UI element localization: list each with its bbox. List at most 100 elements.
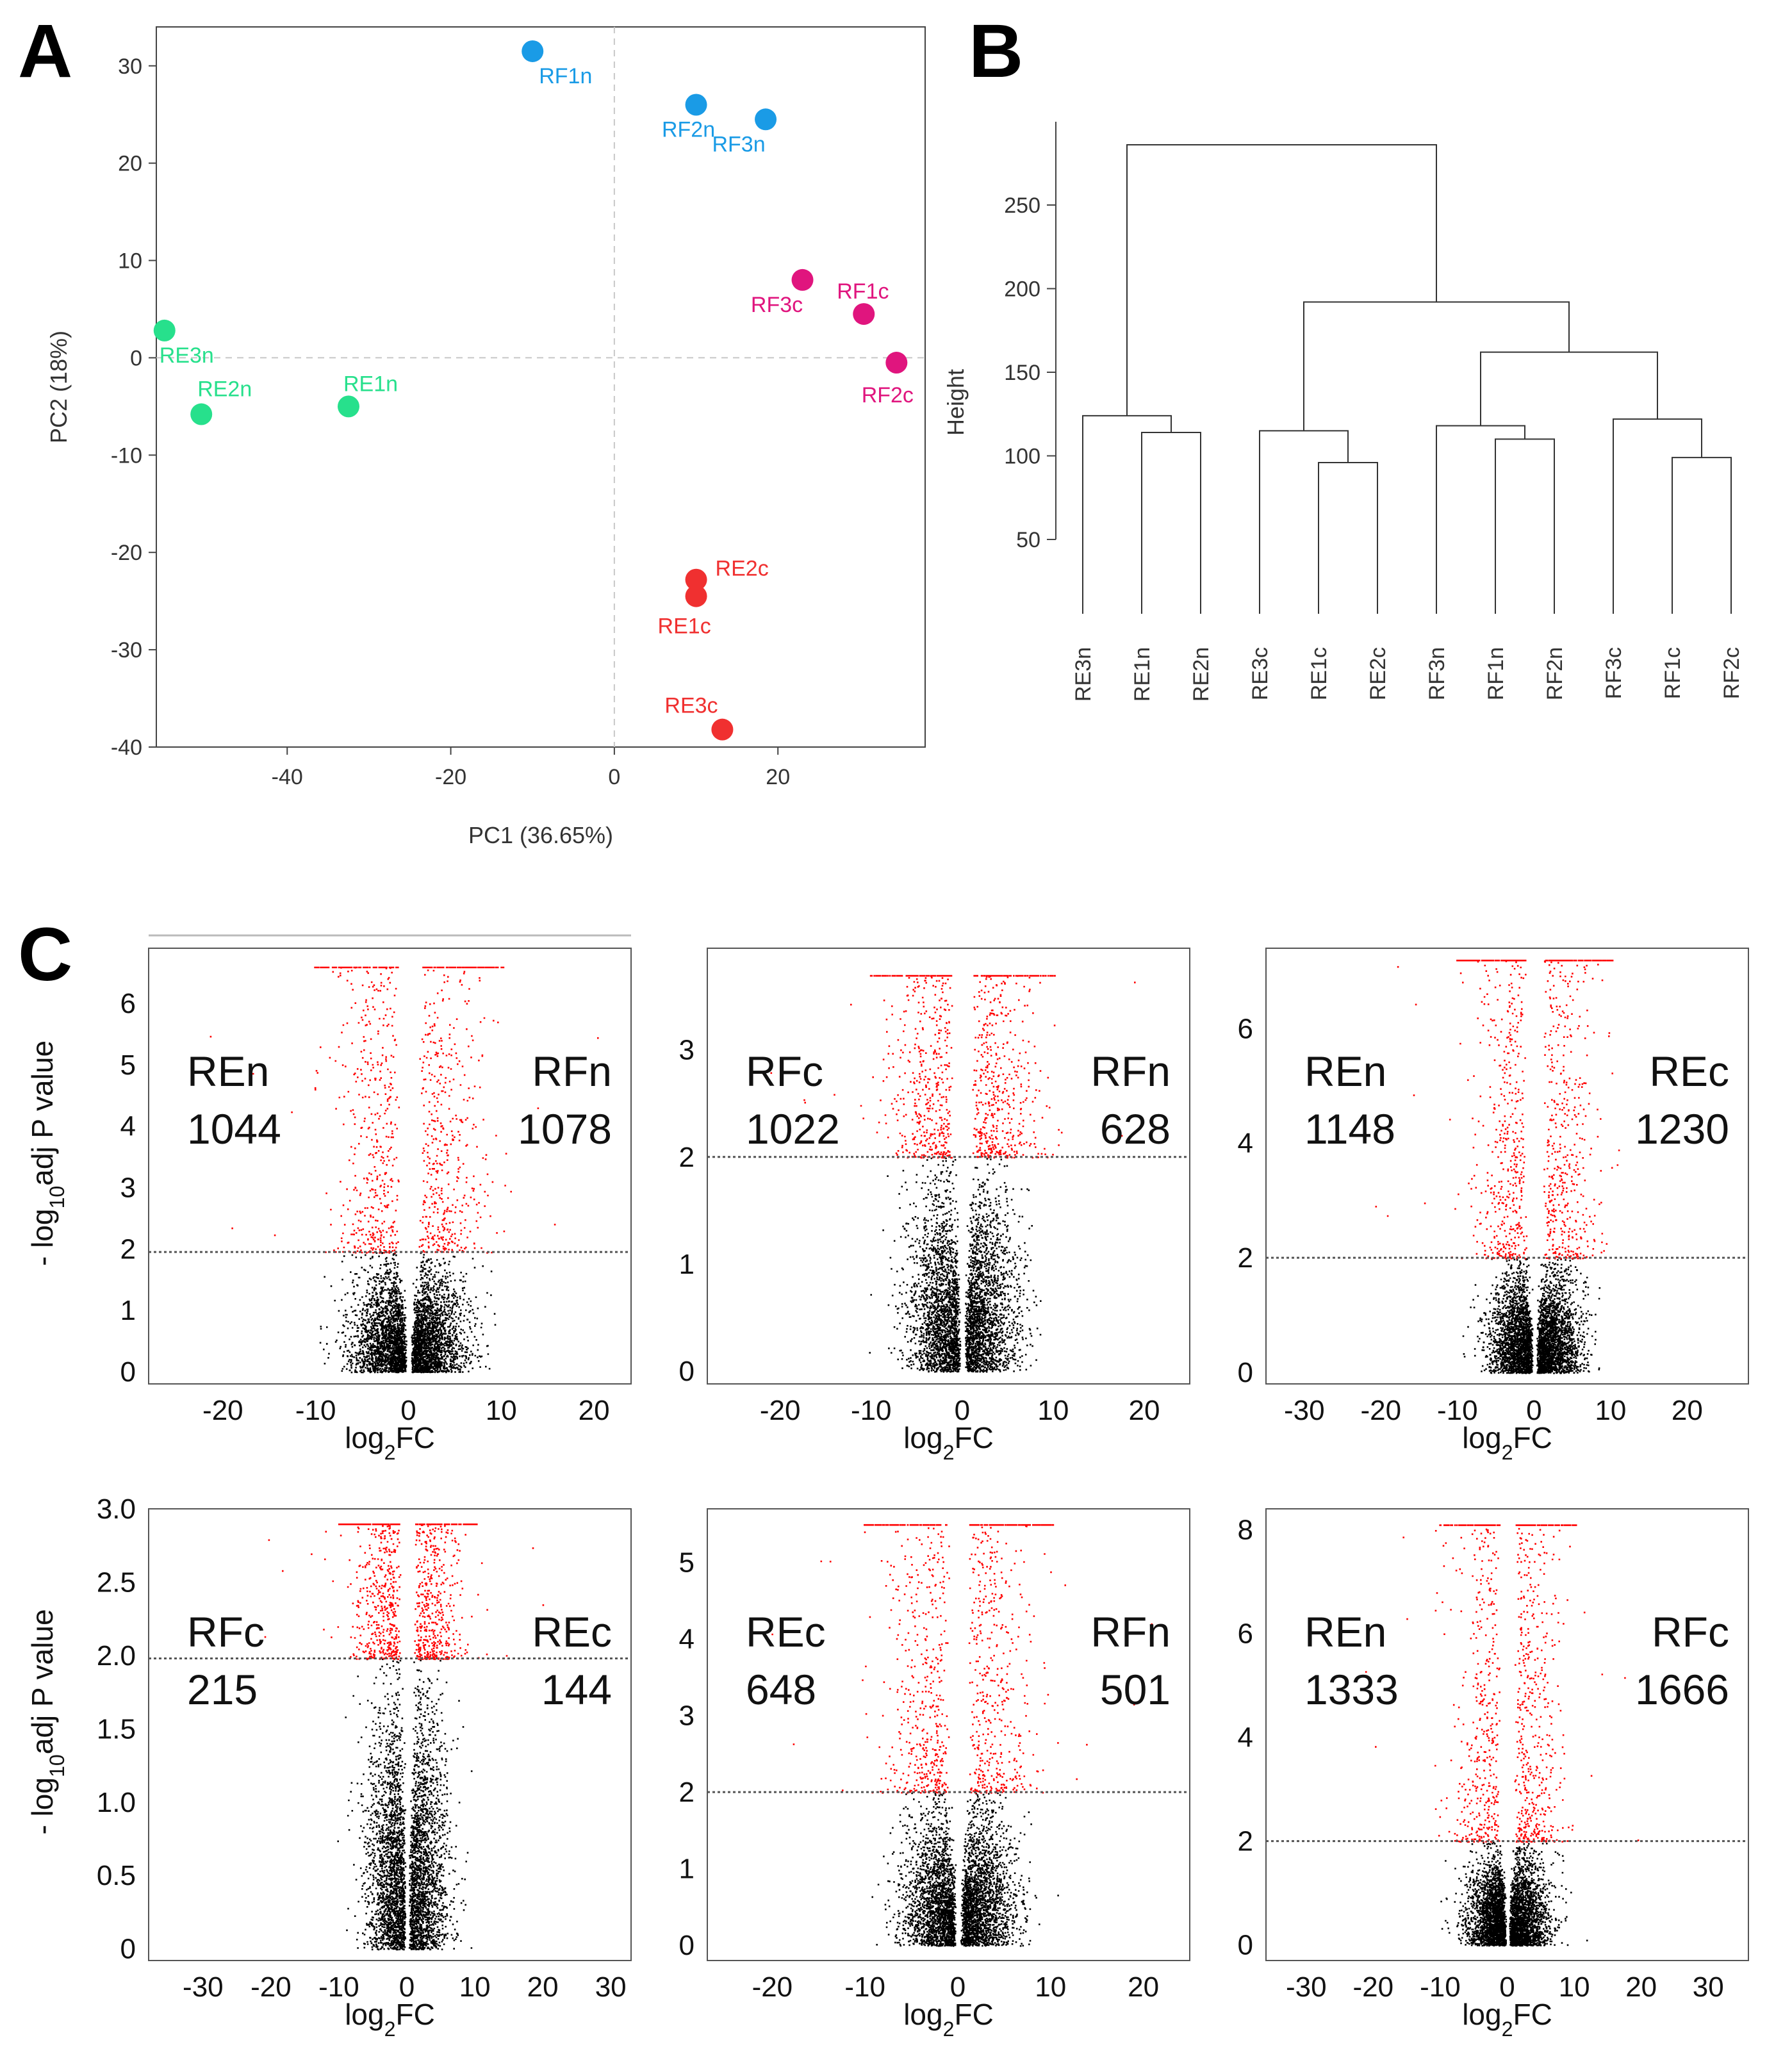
x-tick-label: -30 xyxy=(183,1971,224,2003)
y-tick-label: 10 xyxy=(118,249,142,274)
y-tick-label: 1 xyxy=(120,1295,136,1326)
y-tick-label: 8 xyxy=(1238,1514,1253,1545)
nonsignificant-points xyxy=(869,1157,1042,1373)
pca-point xyxy=(338,395,359,418)
x-tick-label: 20 xyxy=(766,765,790,789)
nonsignificant-points xyxy=(871,1792,1059,1947)
pca-point xyxy=(711,718,734,741)
y-tick-label: 20 xyxy=(118,152,142,176)
nonsignificant-points xyxy=(1462,1258,1601,1374)
y-tick-label: 6 xyxy=(120,988,136,1019)
x-tick-label: -40 xyxy=(272,765,303,789)
leaf-label: RF2n xyxy=(1543,647,1567,700)
y-tick-label: 0 xyxy=(130,346,142,370)
right-group-label: RFc xyxy=(1652,1608,1729,1656)
x-axis-label: log2FC xyxy=(1462,1421,1552,1464)
x-tick-label: 10 xyxy=(1035,1971,1066,2003)
panel-letter-b: B xyxy=(969,9,1023,94)
y-tick-label: 2 xyxy=(1238,1826,1253,1857)
pca-point xyxy=(853,303,875,325)
panel-letter-a: A xyxy=(18,9,72,94)
leaf-label: RE3n xyxy=(1071,647,1096,702)
height-tick-label: 150 xyxy=(1004,361,1040,385)
pca-point-label: RF3c xyxy=(751,293,803,317)
x-tick-label: 20 xyxy=(1672,1395,1703,1426)
pca-point xyxy=(685,585,707,607)
dendrogram-link xyxy=(1082,415,1172,614)
x-tick-label: -20 xyxy=(1360,1395,1401,1426)
volcano-plot-6: 0 2 4 6 8 -30 -20 -10 0 10 20 30 log2FC REn 1333 RFc 166… xyxy=(1238,1508,1749,2041)
y-tick-label: -10 xyxy=(111,443,142,468)
y-tick-label: 5 xyxy=(120,1049,136,1081)
right-group-label: REc xyxy=(532,1608,612,1656)
height-tick-label: 200 xyxy=(1004,277,1040,302)
leaf-label: RE3c xyxy=(1248,647,1272,700)
volcano-frame xyxy=(707,1508,1190,1961)
x-tick-label: -10 xyxy=(1437,1395,1478,1426)
y-tick-label: -30 xyxy=(111,638,142,662)
pca-point xyxy=(522,40,544,62)
y-tick-label: 6 xyxy=(1238,1618,1253,1649)
nonsignificant-points xyxy=(1440,1841,1588,1947)
x-tick-label: -20 xyxy=(760,1395,801,1426)
y-axis-label: - log10adj P value xyxy=(26,1609,69,1834)
left-group-count: 1044 xyxy=(187,1105,281,1153)
x-tick-label: 20 xyxy=(1128,1971,1159,2003)
pca-point xyxy=(685,94,707,116)
right-group-count: 1666 xyxy=(1635,1666,1729,1713)
pca-point-label: RF1n xyxy=(539,64,592,88)
height-tick-label: 100 xyxy=(1004,445,1040,469)
x-tick-label: 0 xyxy=(1499,1971,1515,2003)
volcano-points xyxy=(264,1523,545,1951)
pca-point-label: RF3n xyxy=(712,132,765,156)
y-tick-label: 5 xyxy=(679,1547,694,1579)
leaf-label: RF3n xyxy=(1425,647,1449,700)
x-tick-label: 10 xyxy=(459,1971,491,2003)
x-axis-label: log2FC xyxy=(903,1421,994,1464)
x-tick-label: -20 xyxy=(435,765,466,789)
left-group-label: REn xyxy=(1304,1048,1386,1095)
volcano-points xyxy=(1375,959,1620,1374)
x-tick-label: -10 xyxy=(851,1395,892,1426)
x-tick-label: 20 xyxy=(1128,1395,1160,1426)
x-tick-label: -20 xyxy=(251,1971,292,2003)
x-axis-label: log2FC xyxy=(345,1421,435,1464)
right-group-count: 628 xyxy=(1100,1105,1171,1153)
right-group-count: 144 xyxy=(541,1666,612,1713)
x-axis-label: log2FC xyxy=(1462,1998,1552,2041)
x-tick-label: 30 xyxy=(595,1971,627,2003)
y-tick-label: 0.5 xyxy=(97,1860,136,1891)
x-tick-label: 0 xyxy=(950,1971,966,2003)
pca-point-label: RF2c xyxy=(862,383,914,407)
leaf-label: RF2c xyxy=(1720,647,1744,699)
pca-point xyxy=(885,352,908,374)
x-tick-label: 0 xyxy=(399,1971,415,2003)
y-tick-label: 4 xyxy=(120,1111,136,1142)
leaf-label: RF1c xyxy=(1661,647,1685,699)
x-tick-label: -30 xyxy=(1286,1971,1327,2003)
pca-point-label: RE2c xyxy=(716,557,769,581)
volcano-points xyxy=(1365,1524,1640,1947)
y-axis-label: - log10adj P value xyxy=(26,1040,69,1266)
x-tick-label: 10 xyxy=(1037,1395,1069,1426)
pca-point xyxy=(190,403,213,425)
pca-frame xyxy=(156,26,926,748)
y-tick-label: 2 xyxy=(1238,1242,1253,1274)
volcano-plot-5: 0 1 2 3 4 5 -20 -10 0 10 20 log2FC REc 648 RFn 501 xyxy=(679,1508,1190,2041)
x-tick-label: 10 xyxy=(486,1395,517,1426)
significant-points xyxy=(771,1524,1153,1794)
y-tick-label: 2 xyxy=(120,1233,136,1265)
x-tick-label: 20 xyxy=(1625,1971,1657,2003)
y-tick-label: -20 xyxy=(111,541,142,565)
right-group-label: RFn xyxy=(1090,1608,1171,1656)
volcano-points xyxy=(771,1524,1153,1947)
right-group-label: RFn xyxy=(532,1048,612,1095)
x-tick-label: -20 xyxy=(1353,1971,1394,2003)
y-tick-label: 3 xyxy=(679,1700,694,1732)
dendrogram-link xyxy=(1141,431,1201,614)
volcano-plot-2: 0 1 2 3 -20 -10 0 10 20 log2FC RFc 1022 RFn 628 xyxy=(679,948,1190,1464)
dendrogram-link xyxy=(1318,461,1378,614)
x-tick-label: 0 xyxy=(1526,1395,1541,1426)
x-tick-label: 10 xyxy=(1595,1395,1626,1426)
